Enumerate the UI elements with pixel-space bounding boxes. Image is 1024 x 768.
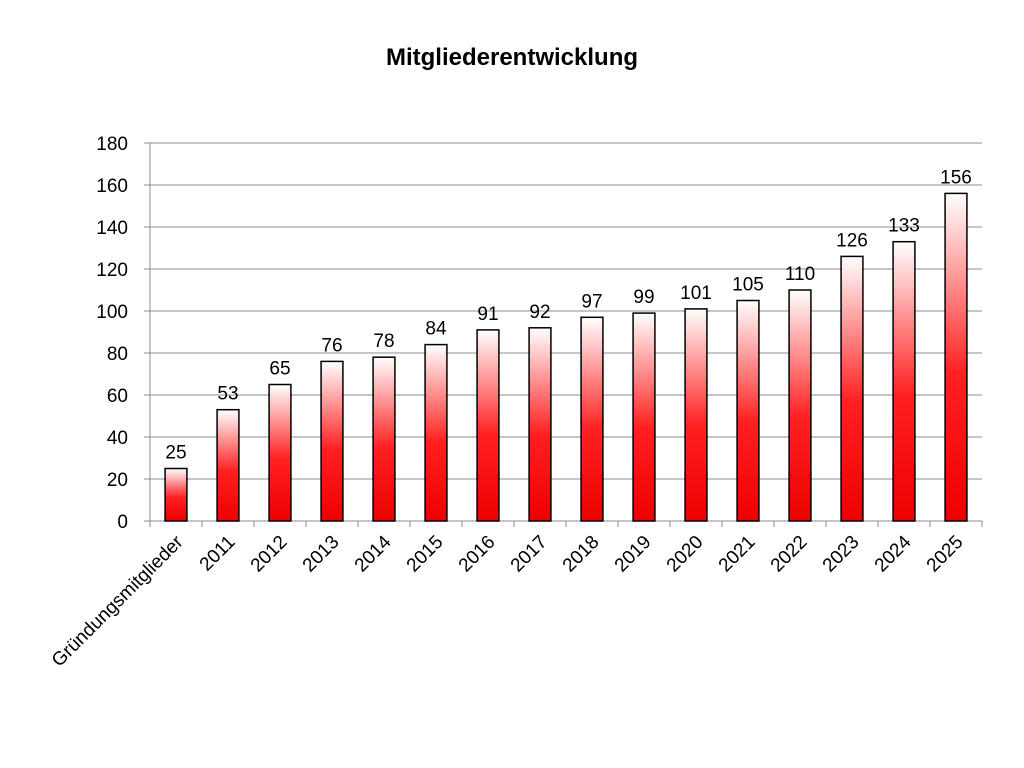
x-tick-label: 2012	[247, 532, 292, 577]
y-tick-label: 120	[96, 260, 128, 281]
x-tick-label: 2021	[715, 532, 760, 577]
bar	[164, 467, 188, 522]
data-label: 156	[940, 167, 972, 188]
bar	[632, 312, 656, 522]
y-tick-label: 160	[96, 176, 128, 197]
bar	[476, 329, 500, 522]
bar	[736, 299, 760, 522]
x-tick-label: 2022	[767, 532, 812, 577]
data-label: 25	[165, 443, 186, 464]
x-tick-label: 2016	[455, 532, 500, 577]
y-tick-label: 140	[96, 218, 128, 239]
data-label: 65	[269, 359, 290, 380]
x-tick-label: 2017	[507, 532, 552, 577]
bars	[164, 192, 968, 522]
y-tick-label: 180	[96, 134, 128, 155]
data-label: 126	[836, 230, 868, 251]
bar	[892, 240, 916, 522]
data-label: 99	[633, 287, 654, 308]
x-tick-label: 2025	[923, 532, 968, 577]
bar	[684, 308, 708, 522]
x-tick-label: 2020	[663, 532, 708, 577]
data-label: 105	[732, 275, 764, 296]
x-tick-label: 2018	[559, 532, 604, 577]
y-tick-label: 60	[107, 386, 128, 407]
bar	[788, 289, 812, 522]
data-label: 84	[425, 319, 447, 340]
x-tick-label: 2011	[196, 532, 240, 576]
bar	[528, 327, 552, 522]
data-label: 133	[888, 216, 920, 237]
data-label: 91	[477, 304, 498, 325]
bar	[580, 316, 604, 522]
bar	[424, 343, 448, 522]
bar	[840, 255, 864, 522]
bar	[372, 356, 396, 522]
y-tick-label: 20	[107, 470, 128, 491]
data-label: 92	[529, 302, 550, 323]
bar	[268, 383, 292, 522]
data-label: 76	[321, 335, 342, 356]
data-label: 53	[217, 384, 238, 405]
bar	[944, 192, 968, 522]
x-tick-label: 2023	[819, 532, 864, 577]
data-label: 97	[581, 291, 602, 312]
x-tick-label: 2015	[403, 532, 448, 577]
data-label: 110	[785, 264, 815, 285]
x-tick-label: Gründungsmitglieder	[48, 531, 188, 671]
x-tick-label: 2024	[871, 531, 916, 576]
x-tick-label: 2019	[611, 532, 656, 577]
x-tick-label: 2014	[351, 531, 396, 576]
data-label: 78	[373, 331, 394, 352]
y-tick-label: 0	[117, 512, 128, 533]
chart-title: Mitgliederentwicklung	[385, 44, 639, 71]
bar	[216, 408, 240, 522]
x-tick-label: 2013	[299, 532, 344, 577]
y-tick-label: 100	[96, 302, 128, 323]
y-tick-label: 80	[107, 344, 128, 365]
y-tick-label: 40	[107, 428, 128, 449]
labels: 0 20 40 60 80 100 120 140 160 180 25 Gründungsmitgl…	[48, 134, 972, 671]
data-label: 101	[680, 283, 712, 304]
bar	[320, 360, 344, 522]
